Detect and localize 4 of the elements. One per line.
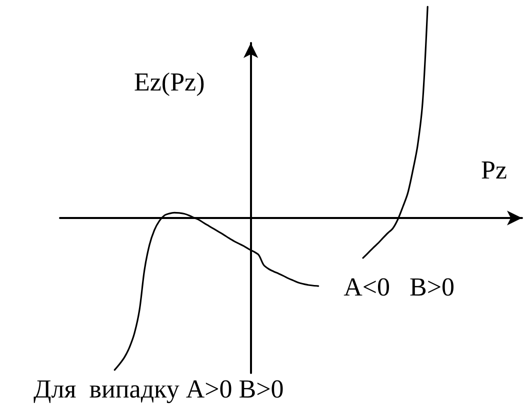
y-axis-title: Ez(Pz) — [134, 68, 205, 96]
x-axis-title: Pz — [481, 156, 507, 184]
series-label: Для випадку A>0 B>0 — [34, 374, 284, 404]
series-label: A<0 B>0 — [344, 272, 455, 302]
